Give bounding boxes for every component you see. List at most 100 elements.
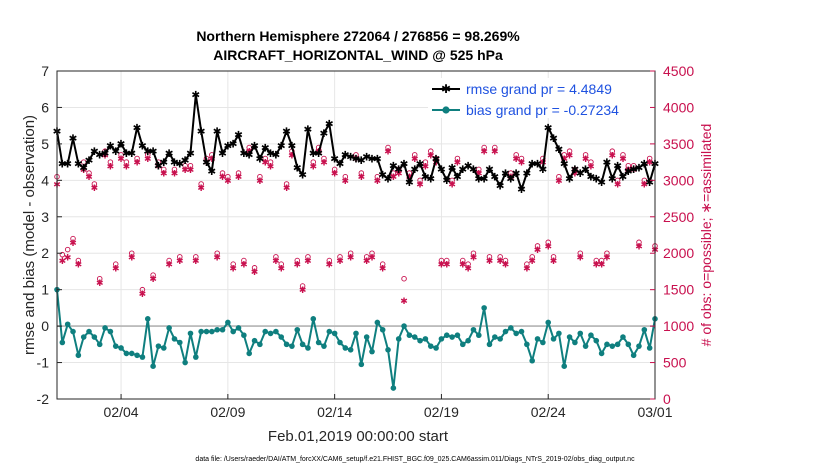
rmse-point: ✱	[314, 148, 323, 160]
rmse-point: ✱	[325, 119, 334, 131]
obs-assimilated-point: ✱	[283, 183, 291, 193]
obs-assimilated-point: ✱	[342, 176, 350, 186]
x-tick-label: 03/01	[637, 404, 672, 420]
obs-assimilated-point: ✱	[454, 158, 462, 168]
legend-bias-marker	[442, 106, 450, 114]
obs-assimilated-point: ✱	[320, 158, 328, 168]
bias-point	[422, 336, 429, 342]
obs-possible-point	[257, 173, 263, 180]
rmse-point: ✱	[101, 148, 110, 160]
obs-assimilated-point: ✱	[502, 260, 510, 270]
bias-point	[235, 325, 242, 331]
bias-point	[566, 334, 573, 340]
rmse-point: ✱	[373, 153, 382, 165]
obs-assimilated-point: ✱	[576, 252, 584, 262]
rmse-point: ✱	[619, 171, 628, 183]
bias-point	[545, 319, 552, 326]
obs-possible-point	[363, 254, 370, 260]
obs-assimilated-point: ✱	[571, 169, 579, 179]
bias-point	[427, 343, 434, 349]
rmse-point: ✱	[133, 122, 142, 134]
bias-point	[187, 330, 194, 337]
obs-possible-point	[465, 261, 471, 267]
rmse-point: ✱	[421, 171, 430, 183]
rmse-point: ✱	[448, 162, 457, 174]
x-tick-label: 02/09	[210, 404, 245, 420]
obs-possible-point	[508, 170, 514, 176]
obs-assimilated-point: ✱	[187, 165, 195, 175]
chart-title-line2: AIRCRAFT_HORIZONTAL_WIND @ 525 hPa	[213, 47, 503, 63]
obs-assimilated-point: ✱	[358, 172, 366, 182]
rmse-point: ✱	[453, 171, 462, 183]
right-tick-label: 1000	[663, 318, 694, 334]
obs-possible-point	[513, 152, 519, 158]
obs-possible-point	[347, 250, 354, 256]
obs-assimilated-point: ✱	[614, 179, 622, 189]
obs-possible-point	[481, 144, 487, 151]
left-axis-label: rmse and bias (model - observation)	[21, 115, 38, 355]
bias-point	[64, 321, 71, 328]
obs-possible-point	[518, 155, 525, 162]
obs-assimilated-point: ✱	[149, 274, 157, 284]
bias-point	[630, 352, 637, 359]
bias-point	[620, 334, 626, 340]
rmse-point: ✱	[218, 148, 227, 160]
obs-assimilated-point: ✱	[598, 260, 606, 270]
left-tick-label: 7	[41, 63, 49, 79]
obs-assimilated-point: ✱	[245, 147, 253, 157]
bias-point	[155, 343, 162, 349]
bias-point	[497, 336, 503, 342]
bias-point	[310, 316, 317, 322]
obs-assimilated-point: ✱	[411, 154, 419, 164]
rmse-point: ✱	[239, 148, 248, 160]
bias-point	[508, 325, 514, 331]
rmse-point: ✱	[186, 148, 195, 160]
bias-point	[529, 357, 535, 364]
obs-possible-point	[572, 166, 578, 173]
obs-possible-point	[166, 257, 172, 264]
obs-possible-point	[582, 152, 589, 158]
rmse-point: ✱	[346, 151, 355, 163]
rmse-point: ✱	[426, 173, 435, 185]
rmse-point: ✱	[405, 177, 414, 189]
obs-possible-point	[91, 181, 98, 187]
obs-assimilated-point: ✱	[443, 260, 451, 270]
left-tick-label: 0	[41, 318, 49, 334]
rmse-point: ✱	[378, 170, 387, 182]
bias-point	[214, 326, 220, 333]
obs-assimilated-point: ✱	[96, 278, 104, 288]
obs-possible-point	[161, 166, 167, 173]
rmse-point: ✱	[474, 173, 483, 185]
obs-assimilated-point: ✱	[91, 183, 99, 193]
bias-point	[577, 330, 584, 337]
bias-point	[326, 328, 333, 335]
bias-point	[112, 343, 119, 349]
bias-point	[209, 328, 215, 335]
bias-point	[144, 316, 151, 322]
rmse-point: ✱	[565, 173, 574, 185]
bias-point	[513, 330, 519, 337]
obs-assimilated-point: ✱	[219, 172, 227, 182]
rmse-point: ✱	[522, 168, 531, 180]
bias-point	[476, 332, 482, 339]
bias-point	[96, 341, 103, 348]
bias-point	[561, 363, 568, 370]
obs-possible-point	[150, 272, 156, 278]
rmse-point: ✱	[496, 181, 505, 193]
legend-box	[428, 78, 650, 118]
obs-assimilated-point: ✱	[560, 154, 568, 164]
bias-point	[556, 330, 562, 337]
obs-assimilated-point: ✱	[107, 161, 115, 171]
bias-point	[342, 345, 349, 351]
obs-assimilated-point: ✱	[592, 260, 600, 270]
obs-assimilated-point: ✱	[544, 241, 552, 251]
rmse-point: ✱	[149, 146, 158, 158]
rmse-point: ✱	[272, 150, 281, 162]
obs-assimilated-point: ✱	[528, 256, 536, 266]
rmse-point: ✱	[234, 130, 243, 142]
obs-assimilated-point: ✱	[59, 256, 67, 266]
rmse-point: ✱	[90, 146, 99, 158]
left-tick-label: 4	[41, 172, 49, 188]
obs-possible-point	[630, 163, 637, 169]
